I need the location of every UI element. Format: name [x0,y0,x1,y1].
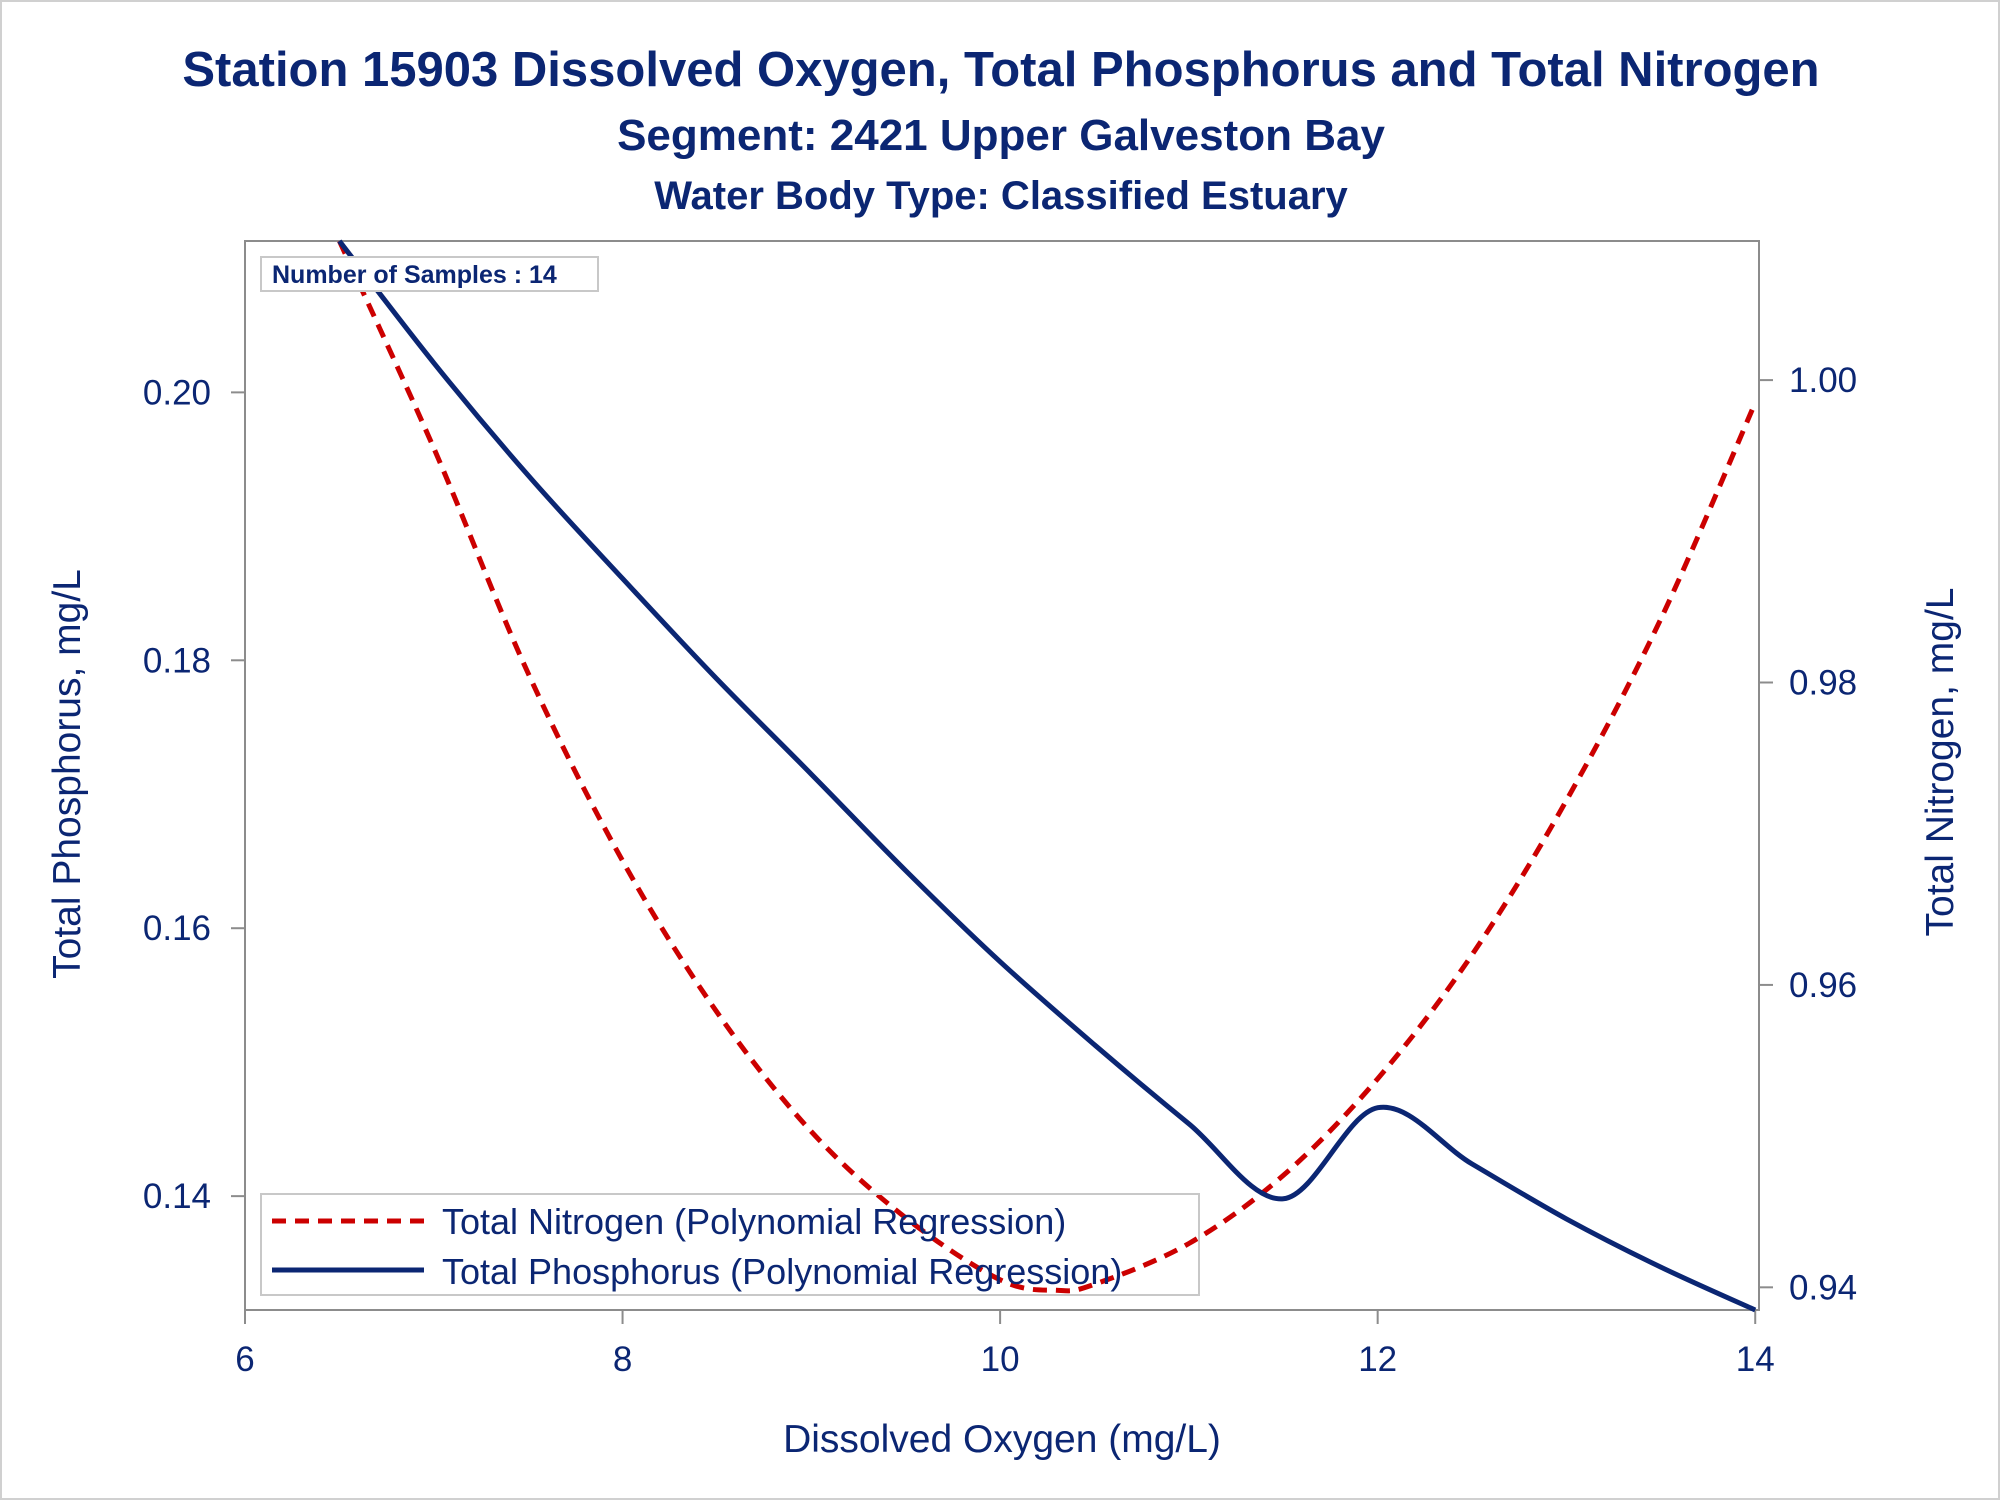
plot-area-border [244,240,1760,1311]
y-right-tick-label: 0.94 [1789,1268,1857,1307]
sample-count-label: Number of Samples : 14 [272,261,557,289]
series-line-total-phosphorus [337,239,1757,1313]
y-left-tick-label: 0.14 [143,1177,211,1216]
legend: Total Nitrogen (Polynomial Regression) T… [260,1193,1200,1296]
x-tick-label: 10 [981,1340,1020,1379]
sample-count-box [260,256,599,292]
x-axis: 6 8 10 12 14 [235,1310,1775,1379]
y-left-tick-label: 0.16 [143,909,211,948]
y-axis-left: 0.14 0.16 0.18 0.20 [143,373,245,1216]
legend-label-total-phosphorus: Total Phosphorus (Polynomial Regression) [442,1251,1122,1292]
x-axis-label: Dissolved Oxygen (mg/L) [783,1418,1221,1461]
y-axis-right-label: Total Nitrogen, mg/L [1919,587,1962,936]
chart-title: Station 15903 Dissolved Oxygen, Total Ph… [182,43,1819,97]
y-right-tick-label: 0.98 [1789,664,1857,703]
y-left-tick-label: 0.18 [143,641,211,680]
sample-count-inset: Number of Samples : 14 [260,256,599,292]
series-line-total-nitrogen [337,239,1758,1294]
x-tick-label: 14 [1736,1340,1775,1379]
x-tick-label: 6 [235,1340,254,1379]
x-tick-label: 8 [613,1340,632,1379]
chart-subtitle: Segment: 2421 Upper Galveston Bay [617,111,1385,160]
y-left-tick-label: 0.20 [143,373,211,412]
chart-subtitle-water-body: Water Body Type: Classified Estuary [654,174,1348,218]
legend-label-total-nitrogen: Total Nitrogen (Polynomial Regression) [442,1201,1066,1242]
y-axis-left-label: Total Phosphorus, mg/L [46,569,89,979]
y-axis-right: 0.94 0.96 0.98 1.00 [1759,361,1857,1307]
legend-box [260,1193,1200,1296]
x-tick-label: 12 [1358,1340,1397,1379]
y-right-tick-label: 1.00 [1789,361,1857,400]
y-right-tick-label: 0.96 [1789,966,1857,1005]
